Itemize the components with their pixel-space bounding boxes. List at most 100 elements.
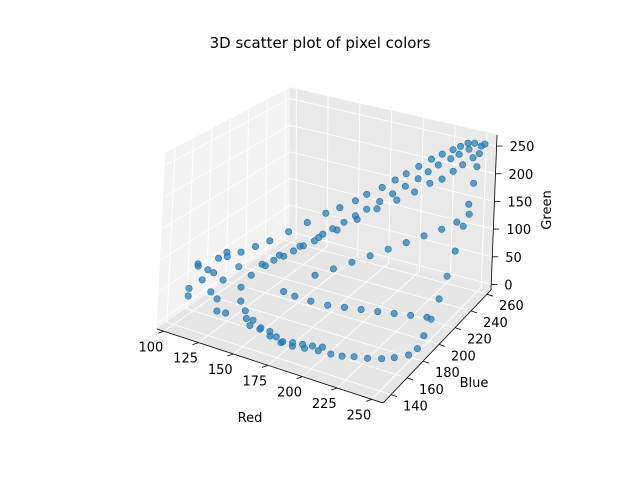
gridline-y (245, 109, 456, 329)
data-point (184, 292, 192, 300)
z-axis-line (490, 134, 498, 291)
data-point (242, 314, 250, 322)
data-point (374, 308, 382, 316)
gridline-x (336, 125, 456, 389)
z-tick-label: 250 (510, 140, 535, 155)
data-point (207, 288, 215, 296)
data-point (357, 305, 365, 313)
data-point (256, 325, 264, 333)
data-point (303, 219, 311, 227)
y-tick (406, 377, 414, 381)
y-tick-label: 140 (403, 400, 428, 415)
x-tick (227, 353, 234, 357)
gridline-x (267, 111, 393, 366)
data-point (280, 287, 288, 295)
data-point (393, 196, 401, 204)
x-axis-line (156, 328, 384, 404)
y-axis-label: Blue (460, 376, 489, 391)
gridline-y (264, 100, 472, 312)
data-point (459, 161, 467, 169)
data-point (427, 155, 435, 163)
data-point (411, 188, 419, 196)
x-tick-label: 150 (208, 363, 233, 378)
data-point (340, 218, 348, 226)
data-point (457, 142, 465, 150)
data-point (451, 247, 459, 255)
data-point (464, 139, 472, 147)
y-tick (422, 360, 430, 364)
data-point (235, 263, 243, 271)
data-point (222, 309, 230, 317)
data-point (246, 321, 254, 329)
data-point (350, 353, 358, 361)
x-tick (296, 376, 303, 380)
data-point (249, 316, 257, 324)
y-tick (390, 394, 398, 398)
data-point (465, 145, 473, 153)
data-point (324, 301, 332, 309)
data-point (266, 327, 274, 335)
data-point (447, 155, 455, 163)
x-tick (261, 364, 269, 368)
data-point (481, 140, 489, 148)
x-tick-label: 175 (243, 374, 268, 389)
data-point (455, 150, 463, 158)
data-point (289, 247, 297, 255)
data-point (378, 184, 386, 192)
data-point (405, 351, 413, 359)
data-point (390, 354, 398, 362)
x-axis-label: Red (238, 411, 263, 426)
data-point (291, 292, 299, 300)
data-point (299, 242, 307, 250)
data-point (384, 245, 392, 253)
data-point (351, 197, 359, 205)
data-point (473, 163, 481, 171)
data-point (329, 225, 337, 233)
data-point (402, 239, 410, 247)
data-point (237, 248, 245, 256)
x-tick (365, 398, 373, 402)
data-point (438, 175, 446, 183)
data-point (426, 179, 434, 187)
x-tick-label: 125 (173, 352, 198, 367)
data-point (363, 190, 371, 198)
data-point (465, 200, 473, 208)
y-tick-label: 200 (451, 349, 476, 364)
data-point (449, 167, 457, 175)
data-point (389, 190, 397, 198)
z-tick-label: 150 (507, 195, 532, 210)
data-point (363, 354, 371, 362)
gridline-z (161, 151, 495, 229)
y-tick-label: 240 (483, 316, 508, 331)
data-point (336, 204, 344, 212)
data-point (401, 182, 409, 190)
gridline-x (371, 132, 488, 400)
data-point (402, 170, 410, 178)
data-point (210, 269, 218, 277)
data-point (438, 225, 446, 233)
gridline-y (166, 148, 392, 396)
data-point (378, 355, 386, 363)
data-point (308, 342, 316, 350)
data-point (219, 276, 227, 284)
y-tick-label: 220 (467, 333, 492, 348)
data-point (475, 150, 483, 158)
x-tick-label: 100 (139, 340, 164, 355)
gridline-y (205, 128, 424, 362)
data-point (366, 252, 374, 260)
data-point (351, 212, 359, 220)
data-point (223, 253, 231, 261)
data-point (407, 311, 415, 319)
data-point (423, 313, 431, 321)
z-tick-label: 200 (509, 168, 534, 183)
data-point (413, 345, 421, 353)
data-point (322, 209, 330, 217)
data-point (420, 332, 428, 340)
y-tick (438, 344, 446, 347)
data-point (391, 176, 399, 184)
gridline-z (158, 204, 493, 292)
gridline-x (302, 118, 424, 378)
data-point (310, 237, 318, 245)
gridline-z (160, 177, 494, 261)
z-tick-label: 100 (506, 223, 531, 238)
